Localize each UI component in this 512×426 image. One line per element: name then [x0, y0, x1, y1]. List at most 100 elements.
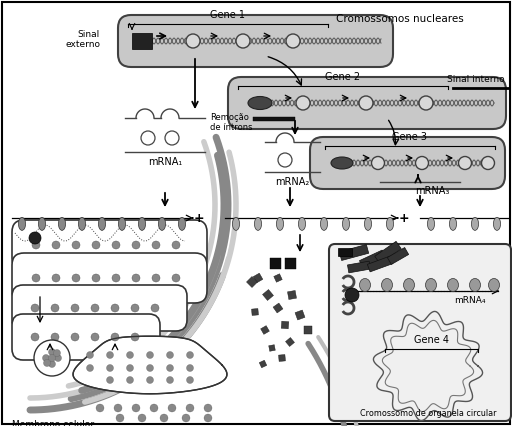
- FancyBboxPatch shape: [12, 314, 160, 360]
- Circle shape: [278, 153, 292, 167]
- Circle shape: [132, 241, 140, 249]
- Circle shape: [141, 131, 155, 145]
- Text: Gene 3: Gene 3: [393, 132, 428, 142]
- Circle shape: [372, 156, 385, 170]
- Circle shape: [152, 274, 160, 282]
- Circle shape: [72, 241, 80, 249]
- Text: Remoção
de íntrons: Remoção de íntrons: [210, 113, 252, 132]
- Circle shape: [116, 414, 124, 422]
- Circle shape: [286, 34, 300, 48]
- Circle shape: [186, 34, 200, 48]
- Ellipse shape: [158, 217, 165, 230]
- Circle shape: [186, 351, 194, 359]
- Ellipse shape: [387, 217, 394, 230]
- Circle shape: [111, 304, 119, 312]
- Circle shape: [459, 156, 472, 170]
- Circle shape: [126, 377, 134, 383]
- Ellipse shape: [58, 217, 66, 230]
- Circle shape: [168, 404, 176, 412]
- Ellipse shape: [331, 157, 353, 169]
- Circle shape: [131, 304, 139, 312]
- Circle shape: [71, 304, 79, 312]
- Circle shape: [31, 333, 39, 341]
- Circle shape: [172, 274, 180, 282]
- Text: Sinal
externo: Sinal externo: [65, 30, 100, 49]
- Text: mRNA₂: mRNA₂: [275, 177, 309, 187]
- Ellipse shape: [321, 217, 328, 230]
- Ellipse shape: [450, 217, 457, 230]
- Ellipse shape: [18, 217, 26, 230]
- Circle shape: [186, 377, 194, 383]
- Ellipse shape: [276, 217, 284, 230]
- Circle shape: [132, 404, 140, 412]
- Ellipse shape: [248, 97, 272, 109]
- Circle shape: [44, 360, 51, 366]
- Ellipse shape: [232, 217, 240, 230]
- Circle shape: [146, 377, 154, 383]
- Text: Cromossomos nucleares: Cromossomos nucleares: [336, 14, 464, 24]
- Circle shape: [204, 404, 212, 412]
- Circle shape: [166, 351, 174, 359]
- Circle shape: [87, 365, 94, 371]
- Circle shape: [52, 241, 60, 249]
- FancyBboxPatch shape: [12, 285, 187, 331]
- Ellipse shape: [178, 217, 185, 230]
- Ellipse shape: [470, 279, 480, 291]
- Circle shape: [172, 241, 180, 249]
- Circle shape: [106, 365, 114, 371]
- Ellipse shape: [359, 279, 371, 291]
- Ellipse shape: [118, 217, 125, 230]
- Circle shape: [112, 274, 120, 282]
- Circle shape: [165, 131, 179, 145]
- Circle shape: [126, 351, 134, 359]
- Circle shape: [96, 404, 104, 412]
- Ellipse shape: [403, 279, 415, 291]
- Circle shape: [126, 365, 134, 371]
- FancyBboxPatch shape: [348, 261, 371, 273]
- Ellipse shape: [488, 279, 500, 291]
- Circle shape: [71, 333, 79, 341]
- FancyBboxPatch shape: [12, 220, 207, 270]
- Circle shape: [152, 241, 160, 249]
- Circle shape: [186, 404, 194, 412]
- Circle shape: [114, 404, 122, 412]
- Ellipse shape: [381, 279, 393, 291]
- Circle shape: [146, 365, 154, 371]
- Circle shape: [91, 304, 99, 312]
- FancyBboxPatch shape: [359, 250, 386, 268]
- Circle shape: [53, 349, 60, 357]
- Text: Cromossomo de organela circular: Cromossomo de organela circular: [360, 409, 496, 418]
- Text: Gene 1: Gene 1: [210, 10, 245, 20]
- FancyBboxPatch shape: [118, 15, 393, 67]
- Text: Sinal interno: Sinal interno: [447, 75, 505, 84]
- Circle shape: [49, 354, 55, 362]
- Circle shape: [132, 274, 140, 282]
- Circle shape: [106, 351, 114, 359]
- Circle shape: [151, 304, 159, 312]
- FancyBboxPatch shape: [367, 256, 393, 272]
- Circle shape: [72, 274, 80, 282]
- Circle shape: [29, 232, 41, 244]
- Ellipse shape: [138, 217, 145, 230]
- Circle shape: [345, 288, 359, 302]
- Ellipse shape: [343, 217, 350, 230]
- Text: Membrana celular: Membrana celular: [12, 420, 94, 426]
- Ellipse shape: [447, 279, 459, 291]
- Text: mRNA₄: mRNA₄: [454, 296, 486, 305]
- Bar: [285, 258, 296, 269]
- FancyBboxPatch shape: [388, 248, 409, 265]
- Text: +: +: [194, 211, 204, 225]
- FancyBboxPatch shape: [329, 244, 511, 421]
- Text: mRNA₃: mRNA₃: [415, 186, 450, 196]
- Bar: [270, 258, 281, 269]
- Circle shape: [146, 351, 154, 359]
- Circle shape: [91, 333, 99, 341]
- Circle shape: [54, 354, 61, 362]
- Ellipse shape: [494, 217, 501, 230]
- Circle shape: [51, 333, 59, 341]
- FancyBboxPatch shape: [310, 137, 505, 189]
- Circle shape: [182, 414, 190, 422]
- Bar: [338, 248, 352, 256]
- FancyBboxPatch shape: [12, 253, 207, 303]
- Ellipse shape: [472, 217, 479, 230]
